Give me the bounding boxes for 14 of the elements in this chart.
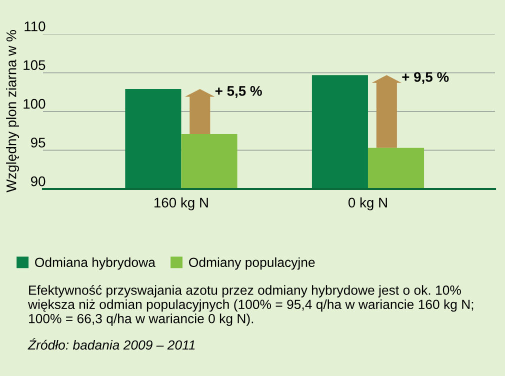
y-tick-label: 100 [24,98,46,109]
y-tick-label: 90 [30,176,46,186]
text: Źródło: badania 2009 – 2011 [28,338,195,350]
y-tick-label: 95 [30,138,46,148]
legend-label: Odmiana hybrydowa [35,257,156,270]
annotation: + 5,5 % [215,86,262,98]
text: Efektywność przyswajania azotu przez odmiany hybrydowe jest o ok. 10% większa niż odmian populacyjnych (100% = 95,4 q/ha w wariancie 160 kg N; 100% = 66,3 q/ha w wariancie 0 kg N). [28,285,474,326]
y-axis-title: Względny plon ziarna w % [6,30,20,192]
legend-label: Odmiany populacyjne [189,257,315,270]
x-tick-label: 160 kg N [154,197,208,210]
x-tick-label: 0 kg N [348,197,387,210]
y-tick-label: 105 [24,60,46,70]
y-tick-label: 110 [24,21,46,32]
annotation: + 9,5 % [402,72,449,84]
